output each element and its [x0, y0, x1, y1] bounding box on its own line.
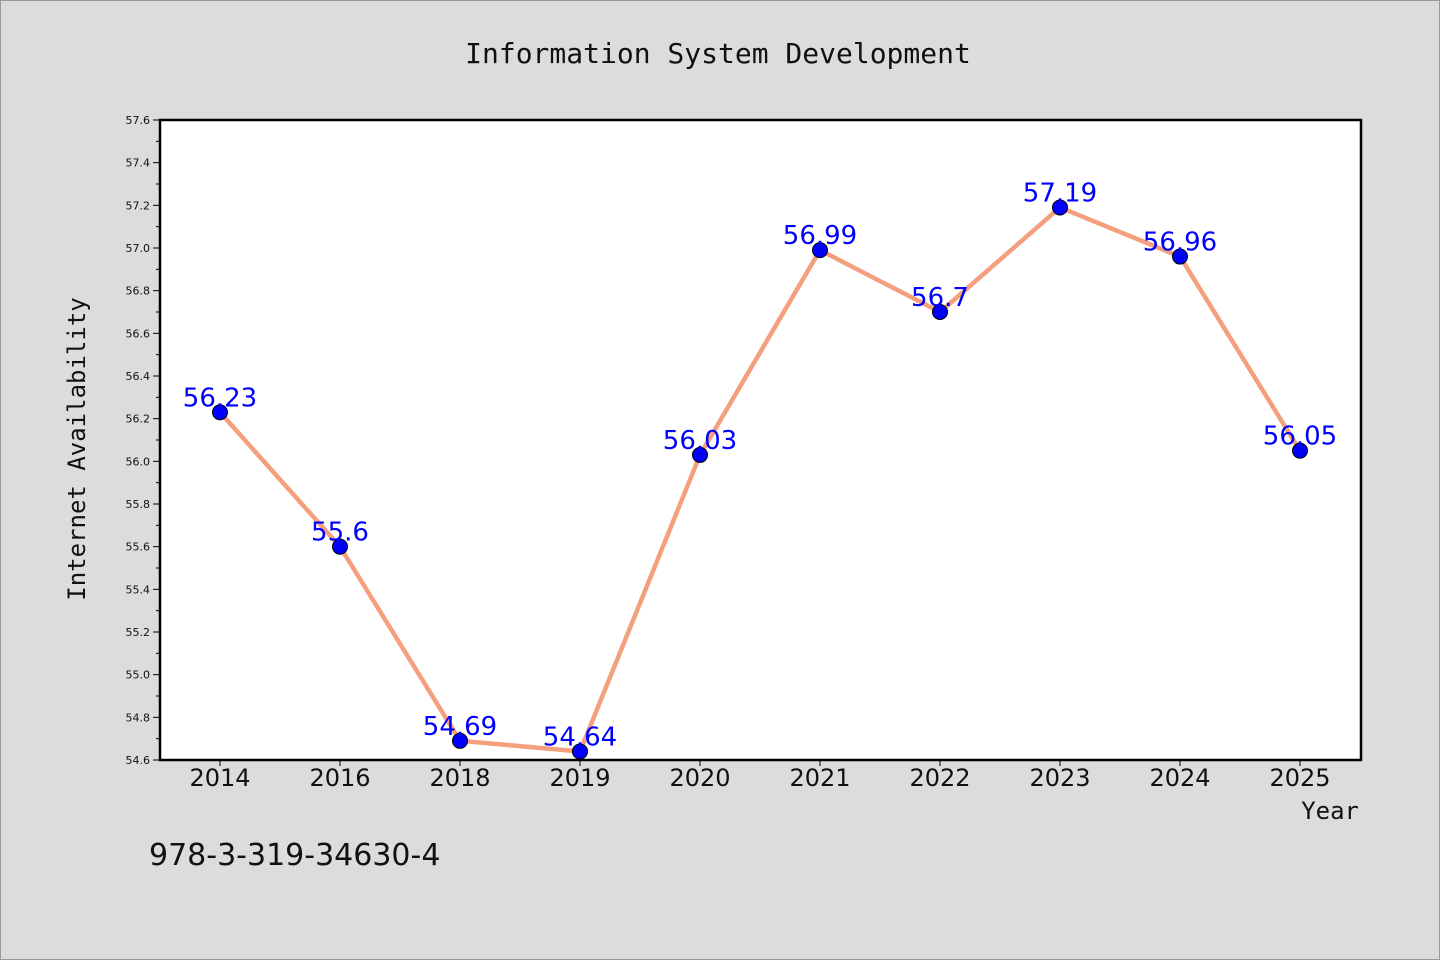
data-label: 56.23: [183, 383, 257, 413]
y-tick-label: 57.4: [126, 157, 151, 170]
y-tick-label: 55.2: [126, 626, 151, 639]
y-tick-label: 54.8: [126, 711, 151, 724]
x-tick-label: 2023: [1029, 764, 1090, 792]
series-markers: [212, 199, 1308, 760]
data-point: [1052, 199, 1068, 216]
x-tick-label: 2014: [189, 764, 250, 792]
x-tick-label: 2025: [1269, 764, 1330, 792]
data-point: [1292, 442, 1308, 459]
x-axis-label: Year: [1301, 797, 1359, 825]
data-label: 56.03: [663, 426, 737, 456]
x-tick-label: 2021: [789, 764, 850, 792]
data-point: [812, 242, 828, 259]
data-point: [1172, 248, 1188, 265]
y-tick-label: 57.2: [126, 199, 151, 212]
series-line-group: [218, 205, 1302, 754]
data-point: [932, 304, 948, 320]
y-axis-label: Internet Availability: [63, 297, 91, 600]
y-tick-label: 57.0: [126, 242, 151, 255]
y-tick-label: 56.0: [126, 455, 151, 468]
x-tick-label: 2022: [909, 764, 970, 792]
data-label: 57.19: [1023, 178, 1097, 208]
data-label: 54.64: [543, 722, 617, 752]
y-tick-label: 54.6: [126, 754, 151, 767]
data-labels: 56.23 55.6 54.69 54.64 56.03 56.99 56.7 57.19 56…: [183, 178, 1337, 752]
x-tick-label: 2024: [1149, 764, 1210, 792]
data-point: [452, 732, 468, 749]
data-point: [572, 743, 588, 760]
data-label: 55.6: [311, 518, 369, 548]
series-line: [218, 205, 1302, 754]
y-tick-label: 55.0: [126, 669, 151, 682]
y-tick-label: 56.4: [126, 370, 151, 383]
data-point: [692, 446, 708, 463]
x-tick-label: 2019: [549, 764, 610, 792]
x-axis: 2014 2016 2018 2019 2020 2021 2022 2023 2024 2025: [189, 760, 1331, 792]
data-point: [332, 538, 348, 555]
y-axis: 54.6 54.8 55.0 55.2 55.4 55.6 55.8 56.0 56.2 56.4…: [126, 114, 160, 767]
y-tick-label: 57.6: [126, 114, 151, 127]
y-tick-label: 56.2: [126, 413, 151, 426]
chart-title: Information System Development: [465, 37, 971, 70]
data-label: 56.05: [1263, 422, 1337, 452]
y-tick-label: 55.6: [126, 541, 151, 554]
isbn-text: 978-3-319-34630-4: [149, 838, 440, 873]
y-tick-label: 55.8: [126, 498, 151, 511]
plot-area: [158, 118, 1363, 762]
y-tick-label: 55.4: [126, 583, 151, 596]
data-label: 56.96: [1143, 228, 1217, 258]
data-label: 56.99: [783, 221, 857, 251]
y-tick-label: 56.6: [126, 327, 151, 340]
y-tick-label: 56.8: [126, 285, 151, 298]
data-point: [212, 404, 228, 421]
x-tick-label: 2016: [309, 764, 370, 792]
data-label: 56.7: [911, 283, 969, 313]
data-label: 54.69: [423, 712, 497, 742]
x-tick-label: 2018: [429, 764, 490, 792]
x-tick-label: 2020: [669, 764, 730, 792]
